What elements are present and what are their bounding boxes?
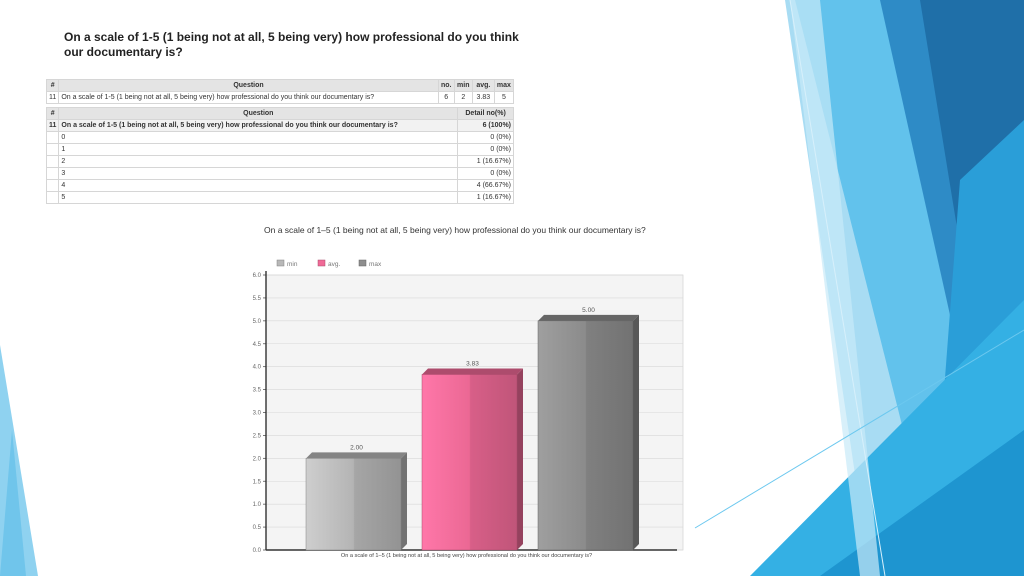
y-tick-label: 1.0 — [253, 502, 262, 508]
header-detail: Detail no(%) — [457, 107, 514, 120]
y-tick-label: 1.5 — [253, 479, 262, 485]
cell-id: 11 — [45, 91, 60, 104]
bar-side — [633, 314, 639, 550]
question-row: 11 On a scale of 1-5 (1 being not at all… — [45, 119, 514, 132]
cell-count: 1 (16.67%) — [457, 155, 514, 168]
cell-score: 5 — [58, 191, 459, 204]
header-min: min — [453, 79, 473, 92]
cell-question: On a scale of 1-5 (1 being not at all, 5… — [58, 119, 459, 132]
cell-min: 2 — [453, 91, 473, 104]
bar-side — [401, 452, 407, 550]
data-label: 5.00 — [582, 307, 595, 314]
y-tick-label: 0.5 — [253, 525, 262, 531]
cell-question: On a scale of 1-5 (1 being not at all, 5… — [58, 91, 439, 104]
cell-avg: 3.83 — [471, 91, 495, 104]
header-question: Question — [58, 107, 459, 120]
slide-title: On a scale of 1-5 (1 being not at all, 5… — [64, 30, 519, 59]
legend-label: min — [287, 261, 298, 268]
cell-no: 6 — [437, 91, 455, 104]
x-axis-label: On a scale of 1–5 (1 being not at all, 5… — [341, 553, 592, 559]
header-max: max — [493, 79, 515, 92]
y-tick-label: 5.0 — [253, 319, 262, 325]
legend-label: max — [369, 261, 382, 268]
legend-swatch — [276, 259, 285, 267]
header-question: Question — [58, 79, 439, 92]
data-label: 2.00 — [350, 444, 363, 451]
summary-header-row: # Question no. min avg. max — [45, 79, 515, 92]
y-tick-label: 2.5 — [253, 433, 262, 439]
cell-score: 2 — [58, 155, 459, 168]
cell-id: 11 — [45, 119, 60, 132]
header-hash: # — [45, 79, 60, 92]
cell-total: 6 (100%) — [457, 119, 514, 132]
summary-table: # Question no. min avg. max 11 On a scal… — [45, 79, 515, 104]
bar-side — [517, 368, 523, 550]
legend-swatch — [317, 259, 326, 267]
y-tick-label: 2.0 — [253, 456, 262, 462]
legend-swatch — [358, 259, 367, 267]
header-avg: avg. — [471, 79, 495, 92]
cell-score: 4 — [58, 179, 459, 192]
y-tick-label: 5.5 — [253, 296, 262, 302]
cell-score: 1 — [58, 143, 459, 156]
cell-count: 0 (0%) — [457, 131, 514, 144]
cell-count: 0 (0%) — [457, 143, 514, 156]
bar-max — [537, 320, 634, 551]
bar-min — [305, 458, 402, 551]
cell-max: 5 — [493, 91, 515, 104]
cell-score: 3 — [58, 167, 459, 180]
chart-title: On a scale of 1–5 (1 being not at all, 5… — [264, 225, 646, 235]
bar-avg — [421, 374, 518, 551]
header-no: no. — [437, 79, 455, 92]
detail-header-row: # Question Detail no(%) — [45, 107, 514, 120]
cell-count: 0 (0%) — [457, 167, 514, 180]
y-tick-label: 0.0 — [253, 548, 262, 554]
bar-chart: 0.0 0.5 1.0 1.5 2.0 2.5 3.0 3.5 4.0 4.5 5.0 5.5 6.0 2… — [253, 259, 684, 559]
y-tick-label: 3.5 — [253, 388, 262, 394]
header-hash: # — [45, 107, 60, 120]
bar-top — [538, 314, 639, 321]
table-row: 11 On a scale of 1-5 (1 being not at all… — [45, 91, 515, 104]
cell-count: 1 (16.67%) — [457, 191, 514, 204]
bar-top — [422, 368, 523, 375]
y-tick-label: 4.0 — [253, 365, 262, 371]
data-label: 3.83 — [466, 360, 479, 367]
y-tick-label: 3.0 — [253, 411, 262, 417]
cell-count: 4 (66.67%) — [457, 179, 514, 192]
y-tick-label: 4.5 — [253, 342, 262, 348]
legend-label: avg. — [328, 261, 340, 268]
bar-top — [306, 452, 407, 459]
y-tick-label: 6.0 — [253, 273, 262, 279]
cell-score: 0 — [58, 131, 459, 144]
detail-table: # Question Detail no(%) 11 On a scale of… — [45, 107, 514, 204]
